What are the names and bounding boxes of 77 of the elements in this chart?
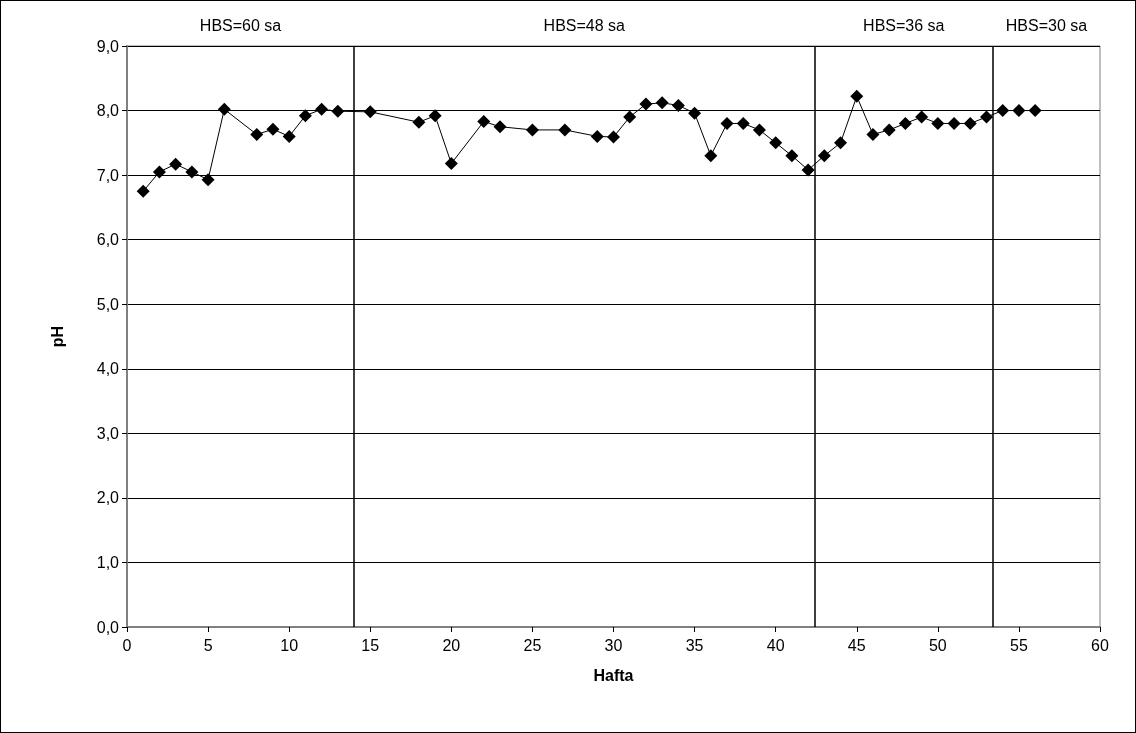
point: [623, 110, 637, 124]
point: [266, 122, 280, 136]
x-tick-label: 20: [442, 636, 461, 654]
y-tick-label: 2,0: [96, 489, 120, 507]
point: [331, 104, 345, 118]
x-tick-label: 40: [766, 636, 785, 654]
y-axis-title: pH: [48, 325, 66, 348]
point: [250, 127, 264, 141]
point: [136, 184, 150, 198]
text: HBS=36 sa: [863, 16, 945, 34]
point: [834, 136, 848, 150]
point: [315, 102, 329, 116]
point: [769, 136, 783, 150]
y-tick-label: 3,0: [96, 424, 120, 442]
point: [736, 116, 750, 130]
y-tick-label: 8,0: [96, 102, 120, 120]
point: [688, 106, 702, 120]
point: [412, 115, 426, 129]
text: HBS=48 sa: [543, 16, 626, 34]
point: [785, 149, 799, 163]
point: [282, 129, 296, 143]
point: [477, 115, 491, 129]
point: [201, 173, 215, 187]
x-tick-label: 45: [847, 636, 866, 654]
point: [704, 149, 718, 163]
point: [525, 123, 539, 137]
point: [947, 116, 961, 130]
point: [850, 89, 864, 103]
point: [996, 104, 1010, 118]
point: [801, 163, 815, 177]
y-tick-label: 9,0: [96, 37, 120, 55]
point: [817, 149, 831, 163]
point: [866, 127, 880, 141]
point: [493, 120, 507, 134]
point: [898, 116, 912, 130]
point: [963, 116, 977, 130]
point: [298, 109, 312, 123]
point: [752, 123, 766, 137]
x-tick-label: 0: [122, 636, 132, 654]
point: [607, 130, 620, 144]
x-tick-label: 50: [928, 636, 947, 654]
x-tick-label: 55: [1010, 636, 1028, 654]
y-tick-label: 5,0: [96, 295, 120, 313]
point: [185, 165, 199, 179]
x-tick-label: 60: [1091, 636, 1109, 654]
point: [671, 98, 685, 112]
x-tick-label: 25: [523, 636, 542, 654]
text: HBS=30 sa: [1005, 16, 1088, 34]
x-tick-label: 30: [604, 636, 623, 654]
point: [1012, 104, 1026, 118]
text: HBS=60 sa: [199, 16, 282, 34]
x-axis-title: Hafta: [593, 666, 634, 684]
point: [882, 123, 896, 137]
point: [720, 116, 734, 130]
point: [915, 110, 929, 124]
y-tick-label: 1,0: [96, 553, 120, 571]
x-tick-label: 15: [361, 636, 380, 654]
point: [979, 110, 993, 124]
point: [639, 97, 653, 111]
point: [931, 116, 945, 130]
y-tick-label: 0,0: [96, 618, 120, 636]
y-tick-label: 6,0: [96, 231, 120, 249]
point: [428, 109, 442, 123]
point: [152, 165, 166, 179]
point: [169, 157, 183, 171]
x-tick-label: 10: [280, 636, 299, 654]
point: [1028, 104, 1042, 118]
x-tick-label: 5: [203, 636, 213, 654]
y-tick-label: 7,0: [96, 166, 120, 184]
point: [655, 96, 669, 110]
y-tick-label: 4,0: [96, 360, 120, 378]
point: [217, 102, 231, 116]
point: [558, 123, 572, 137]
point: [590, 129, 604, 143]
x-tick-label: 35: [685, 636, 704, 654]
point: [363, 105, 377, 119]
point: [444, 156, 458, 170]
